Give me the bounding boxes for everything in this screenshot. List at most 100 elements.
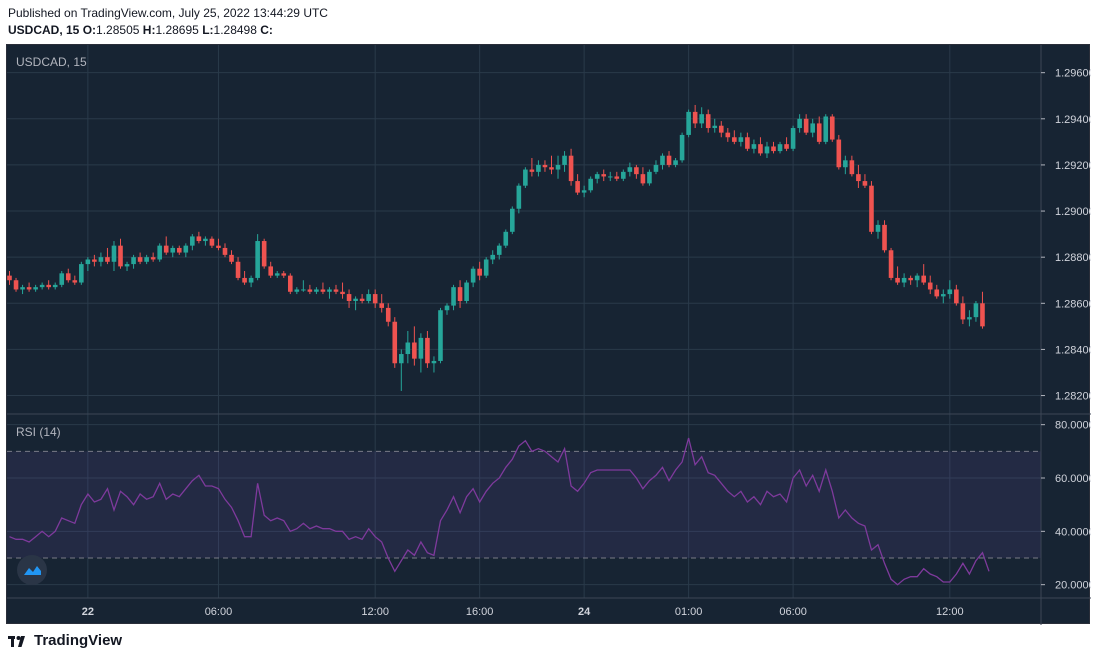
candle-body [333, 289, 339, 292]
candle-body [124, 264, 130, 267]
candle-body [869, 185, 874, 232]
chart-canvas[interactable]: 1.28200 1.28400 1.28600 1.28800 1.29000 1.292… [7, 45, 1091, 625]
candle-body [627, 167, 633, 172]
candle-body [92, 259, 97, 262]
candle-body [209, 238, 215, 246]
candle-body [392, 321, 398, 364]
candle-body [59, 273, 65, 285]
candle-body [666, 155, 672, 165]
candle-body [947, 289, 953, 295]
candle-body [568, 155, 574, 182]
candle-body [940, 294, 946, 297]
candle-body [973, 303, 979, 318]
candle-body [699, 114, 704, 124]
candle-body [26, 287, 32, 290]
candle-body [908, 277, 913, 281]
candle-body [849, 160, 855, 175]
candle-body [516, 185, 522, 209]
candle-body [862, 181, 868, 186]
candle-body [196, 236, 202, 242]
time-tick-label: 24 [578, 606, 591, 618]
candle-body [65, 273, 71, 281]
candle-body [203, 238, 208, 242]
candle-body [660, 155, 665, 165]
candle-body [163, 245, 169, 253]
candle-body [327, 289, 332, 292]
candle-body [72, 280, 78, 283]
candle-body [307, 289, 313, 292]
candle-body [287, 275, 293, 292]
candle-body [555, 164, 561, 170]
candle-body [496, 245, 502, 255]
candle-body [235, 261, 241, 278]
time-tick-label: 06:00 [205, 606, 233, 618]
candle-body [594, 174, 600, 179]
candle-body [640, 174, 646, 184]
candle-body [705, 114, 711, 129]
price-tick-label: 1.28800 [1055, 252, 1091, 264]
candle-body [607, 176, 613, 178]
candle-body [621, 171, 626, 179]
candle-body [575, 181, 580, 193]
candle-body [980, 303, 985, 327]
candle-body [967, 317, 972, 320]
candle-body [346, 294, 352, 301]
published-caption: Published on TradingView.com, July 25, 2… [8, 6, 328, 20]
low-label: L: [202, 23, 214, 37]
candle-body [751, 144, 757, 149]
candle-body [816, 123, 822, 142]
candle-body [150, 257, 156, 260]
candle-body [510, 208, 515, 232]
rsi-tick-label: 20.0000 [1055, 580, 1091, 592]
time-tick-label: 01:00 [675, 606, 703, 618]
candle-body [954, 289, 959, 304]
time-tick-label: 12:00 [361, 606, 389, 618]
candle-body [614, 176, 620, 179]
close-label: C: [260, 23, 273, 37]
time-tick-label: 22 [82, 606, 94, 618]
candle-body [673, 160, 678, 165]
candle-body [157, 245, 162, 260]
candle-body [718, 125, 724, 133]
candle-body [523, 169, 528, 186]
candle-body [46, 284, 51, 288]
candle-body [451, 287, 456, 306]
tradingview-cloud-button[interactable] [17, 555, 47, 585]
candle-body [895, 277, 900, 283]
candle-body [418, 337, 424, 359]
candle-body [634, 167, 639, 175]
footer: TradingView [8, 632, 122, 649]
high-label: H: [142, 23, 156, 37]
candle-body [176, 247, 182, 253]
candle-body [268, 266, 273, 276]
candle-body [536, 164, 541, 172]
candle-body [692, 111, 698, 124]
candle-body [562, 155, 567, 165]
candle-body [7, 275, 12, 281]
candle-body [725, 132, 731, 138]
candle-body [960, 303, 966, 320]
candle-body [823, 116, 829, 142]
candle-body [679, 134, 685, 161]
rsi-tick-label: 80.0000 [1055, 420, 1091, 432]
candle-body [20, 287, 25, 290]
candle-body [385, 307, 391, 322]
candle-body [601, 174, 607, 177]
candle-body [85, 259, 91, 265]
candle-body [39, 284, 45, 288]
candle-body [353, 298, 358, 301]
candle-body [144, 257, 149, 262]
candle-body [405, 342, 411, 355]
candle-body [340, 291, 345, 295]
candle-body [882, 224, 887, 251]
candle-body [105, 257, 110, 262]
candle-body [503, 231, 509, 246]
high-value: 1.28695 [155, 23, 199, 37]
candle-body [137, 257, 143, 262]
candle-body [52, 284, 58, 288]
chart-panel[interactable]: 1.28200 1.28400 1.28600 1.28800 1.29000 1.292… [6, 44, 1091, 625]
low-value: 1.28498 [213, 23, 257, 37]
time-tick-label: 06:00 [779, 606, 807, 618]
candle-body [653, 164, 659, 172]
candle-body [438, 310, 443, 361]
